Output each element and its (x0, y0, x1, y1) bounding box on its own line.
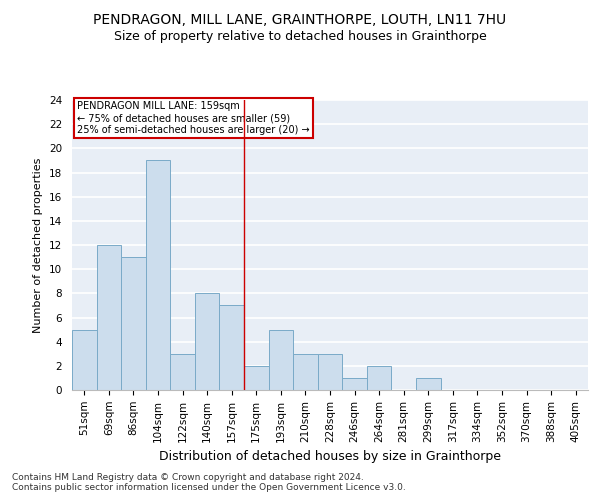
Bar (170, 354, 195, 390)
Bar (244, 366, 269, 390)
Bar (195, 294, 220, 390)
Bar (416, 378, 440, 390)
Bar (269, 330, 293, 390)
Bar (220, 306, 244, 390)
Bar (318, 354, 342, 390)
Bar (293, 354, 318, 390)
Text: PENDRAGON MILL LANE: 159sqm
← 75% of detached houses are smaller (59)
25% of sem: PENDRAGON MILL LANE: 159sqm ← 75% of det… (77, 102, 310, 134)
Bar (342, 378, 367, 390)
Bar (97, 245, 121, 390)
Bar (72, 330, 97, 390)
X-axis label: Distribution of detached houses by size in Grainthorpe: Distribution of detached houses by size … (159, 450, 501, 463)
Bar (146, 160, 170, 390)
Y-axis label: Number of detached properties: Number of detached properties (34, 158, 43, 332)
Text: PENDRAGON, MILL LANE, GRAINTHORPE, LOUTH, LN11 7HU: PENDRAGON, MILL LANE, GRAINTHORPE, LOUTH… (94, 12, 506, 26)
Bar (121, 257, 146, 390)
Bar (367, 366, 391, 390)
Text: Contains HM Land Registry data © Crown copyright and database right 2024.
Contai: Contains HM Land Registry data © Crown c… (12, 473, 406, 492)
Text: Size of property relative to detached houses in Grainthorpe: Size of property relative to detached ho… (113, 30, 487, 43)
